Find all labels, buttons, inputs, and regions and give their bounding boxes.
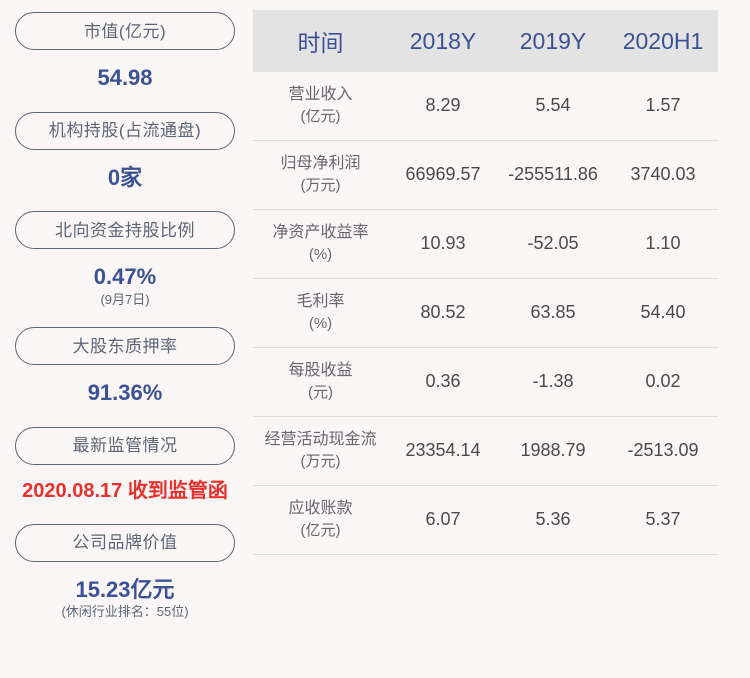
- table-header-period[interactable]: 2019Y: [498, 10, 608, 72]
- row-value-cell: 5.37: [608, 485, 718, 555]
- table-row: 营业收入 (亿元) 8.29 5.54 1.57: [253, 72, 718, 141]
- table-row: 归母净利润 (万元) 66969.57 -255511.86 3740.03: [253, 140, 718, 210]
- row-metric-name: 净资产收益率: [272, 223, 369, 241]
- row-value-cell: 1.57: [608, 72, 718, 141]
- row-metric-unit: (万元): [300, 452, 341, 470]
- row-value-cell: 80.52: [388, 278, 498, 348]
- row-label-cell: 营业收入 (亿元): [253, 72, 388, 141]
- metric-value: 0家: [107, 164, 143, 190]
- row-value-cell: -52.05: [498, 209, 608, 279]
- table-row: 每股收益 (元) 0.36 -1.38 0.02: [253, 347, 718, 417]
- row-value-cell: 54.40: [608, 278, 718, 348]
- table-row: 应收账款 (亿元) 6.07 5.36 5.37: [253, 485, 718, 555]
- metric-block: 机构持股(占流通盘) 0家: [0, 111, 250, 192]
- row-value-cell: 10.93: [388, 209, 498, 279]
- table-row: 经营活动现金流 (万元) 23354.14 1988.79 -2513.09: [253, 416, 718, 486]
- row-label-cell: 净资产收益率 (%): [253, 209, 388, 279]
- table-header-time[interactable]: 时间: [253, 10, 388, 72]
- table-header-period[interactable]: 2020H1: [608, 10, 718, 72]
- metric-pill[interactable]: 公司品牌价值: [15, 523, 235, 562]
- row-value-cell: 5.36: [498, 485, 608, 555]
- row-metric-name: 归母净利润: [280, 154, 361, 172]
- metric-pill-label: 北向资金持股比例: [55, 220, 195, 240]
- row-value-cell: 63.85: [498, 278, 608, 348]
- row-metric-unit: (%): [308, 246, 333, 264]
- metric-subvalue: (休闲行业排名：55位): [61, 604, 189, 620]
- metric-pill[interactable]: 机构持股(占流通盘): [15, 111, 235, 150]
- metric-block: 最新监管情况 2020.08.17 收到监管函: [0, 426, 250, 504]
- row-label-cell: 每股收益 (元): [253, 347, 388, 417]
- row-value-cell: -2513.09: [608, 416, 718, 486]
- metric-pill-label: 市值(亿元): [83, 21, 167, 41]
- row-value-cell: 23354.14: [388, 416, 498, 486]
- metric-pill-label: 公司品牌价值: [72, 533, 178, 553]
- row-value-cell: 8.29: [388, 72, 498, 141]
- row-metric-name: 每股收益: [288, 361, 353, 379]
- row-metric-unit: (亿元): [300, 108, 341, 126]
- row-value-cell: -1.38: [498, 347, 608, 417]
- metric-pill-label: 机构持股(占流通盘): [48, 121, 202, 140]
- row-label-cell: 应收账款 (亿元): [253, 485, 388, 555]
- metric-block: 大股东质押率 91.36%: [0, 327, 250, 407]
- row-value-cell: 3740.03: [608, 140, 718, 210]
- metric-pill[interactable]: 市值(亿元): [15, 12, 235, 50]
- metric-block: 公司品牌价值 15.23亿元 (休闲行业排名：55位): [0, 523, 250, 620]
- metric-value: 91.36%: [87, 380, 163, 406]
- metric-block: 北向资金持股比例 0.47% (9月7日): [0, 211, 250, 307]
- row-metric-name: 营业收入: [288, 86, 353, 103]
- row-metric-name: 经营活动现金流: [264, 430, 377, 448]
- row-value-cell: -255511.86: [498, 140, 608, 210]
- metric-pill[interactable]: 北向资金持股比例: [15, 211, 235, 249]
- row-value-cell: 66969.57: [388, 140, 498, 210]
- row-metric-name: 应收账款: [288, 499, 353, 517]
- metric-subvalue: (9月7日): [100, 291, 150, 307]
- row-metric-name: 毛利率: [296, 292, 345, 310]
- row-label-cell: 归母净利润 (万元): [253, 140, 388, 210]
- metric-value: 0.47%: [93, 264, 157, 289]
- row-value-cell: 0.36: [388, 347, 498, 417]
- row-metric-unit: (%): [308, 315, 333, 332]
- metric-value-alert: 2020.08.17 收到监管函: [22, 479, 228, 502]
- row-value-cell: 1988.79: [498, 416, 608, 486]
- row-label-cell: 毛利率 (%): [253, 278, 388, 348]
- row-label-cell: 经营活动现金流 (万元): [253, 416, 388, 486]
- row-value-cell: 6.07: [388, 485, 498, 555]
- metric-pill[interactable]: 最新监管情况: [15, 426, 235, 465]
- row-value-cell: 0.02: [608, 347, 718, 417]
- metric-block: 市值(亿元) 54.98: [0, 12, 250, 92]
- metric-value: 54.98: [97, 65, 153, 90]
- table-row: 毛利率 (%) 80.52 63.85 54.40: [253, 278, 718, 348]
- row-value-cell: 1.10: [608, 209, 718, 279]
- row-metric-unit: (万元): [300, 177, 341, 195]
- metrics-sidebar: 市值(亿元) 54.98 机构持股(占流通盘) 0家北向资金持股比例 0.47% (9月7…: [0, 0, 250, 678]
- table-header-row: 时间 2018Y 2019Y 2020H1: [253, 10, 718, 72]
- metric-pill-label: 最新监管情况: [72, 436, 178, 456]
- metric-pill-label: 大股东质押率: [72, 336, 178, 356]
- table-header-period[interactable]: 2018Y: [388, 10, 498, 72]
- financials-table: 时间 2018Y 2019Y 2020H1 营业收入 (亿元) 8.29 5.54 1.57 归…: [253, 10, 718, 555]
- row-metric-unit: (亿元): [300, 521, 341, 539]
- table-body: 营业收入 (亿元) 8.29 5.54 1.57 归母净利润 (万元) 66969.57 -25…: [253, 72, 718, 555]
- financials-panel: 时间 2018Y 2019Y 2020H1 营业收入 (亿元) 8.29 5.54 1.57 归…: [250, 0, 750, 678]
- row-value-cell: 5.54: [498, 72, 608, 141]
- metric-pill[interactable]: 大股东质押率: [15, 327, 235, 366]
- table-header: 时间 2018Y 2019Y 2020H1: [253, 10, 718, 72]
- metric-value: 15.23亿元: [75, 576, 175, 602]
- table-row: 净资产收益率 (%) 10.93 -52.05 1.10: [253, 209, 718, 279]
- row-metric-unit: (元): [308, 383, 333, 401]
